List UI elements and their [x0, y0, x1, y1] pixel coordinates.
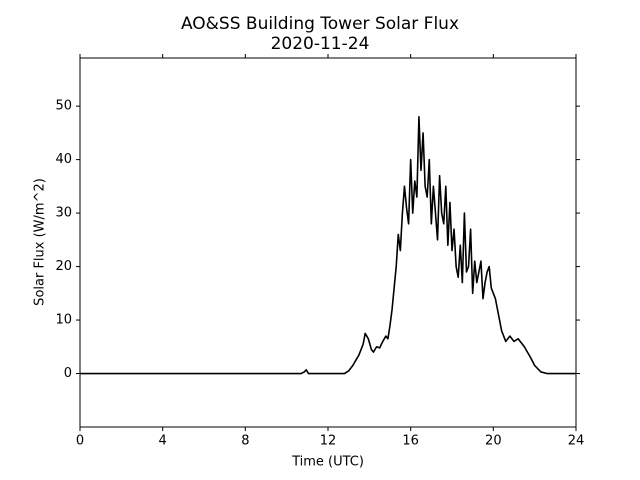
plot-frame — [79, 57, 577, 428]
y-axis-label: Solar Flux (W/m^2) — [33, 178, 48, 306]
x-tick-label: 8 — [241, 434, 249, 449]
y-tick-label: 0 — [64, 366, 72, 381]
y-tick-label: 40 — [55, 152, 72, 167]
x-tick-label: 16 — [402, 434, 419, 449]
x-axis-label: Time (UTC) — [291, 455, 364, 470]
y-tick-label: 20 — [55, 259, 72, 274]
x-tick-label: 20 — [485, 434, 502, 449]
x-tick-label: 0 — [76, 434, 84, 449]
y-tick-label: 10 — [55, 313, 72, 328]
x-tick-label: 4 — [159, 434, 167, 449]
data-line — [80, 116, 576, 375]
x-tick-label: 24 — [568, 434, 585, 449]
x-tick-label: 12 — [320, 434, 337, 449]
y-tick-label: 30 — [55, 206, 72, 221]
chart-title: AO&SS Building Tower Solar Flux — [181, 14, 459, 34]
y-tick-label: 50 — [55, 99, 72, 114]
chart-subtitle: 2020-11-24 — [271, 34, 370, 54]
